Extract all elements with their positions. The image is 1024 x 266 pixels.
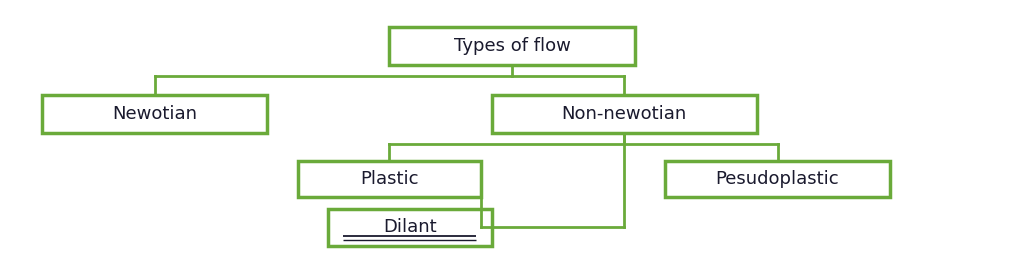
- FancyBboxPatch shape: [42, 95, 267, 133]
- Text: Pesudoplastic: Pesudoplastic: [716, 170, 840, 188]
- FancyBboxPatch shape: [492, 95, 757, 133]
- Text: Dilant: Dilant: [383, 218, 436, 236]
- FancyBboxPatch shape: [298, 161, 481, 197]
- FancyBboxPatch shape: [389, 27, 635, 65]
- Text: Newotian: Newotian: [112, 105, 197, 123]
- Text: Types of flow: Types of flow: [454, 37, 570, 55]
- Text: Non-newotian: Non-newotian: [562, 105, 687, 123]
- FancyBboxPatch shape: [328, 209, 492, 246]
- FancyBboxPatch shape: [666, 161, 890, 197]
- Text: Plastic: Plastic: [360, 170, 419, 188]
